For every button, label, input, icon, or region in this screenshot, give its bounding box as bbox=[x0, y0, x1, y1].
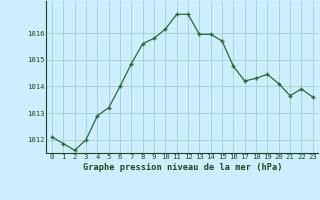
X-axis label: Graphe pression niveau de la mer (hPa): Graphe pression niveau de la mer (hPa) bbox=[83, 163, 282, 172]
